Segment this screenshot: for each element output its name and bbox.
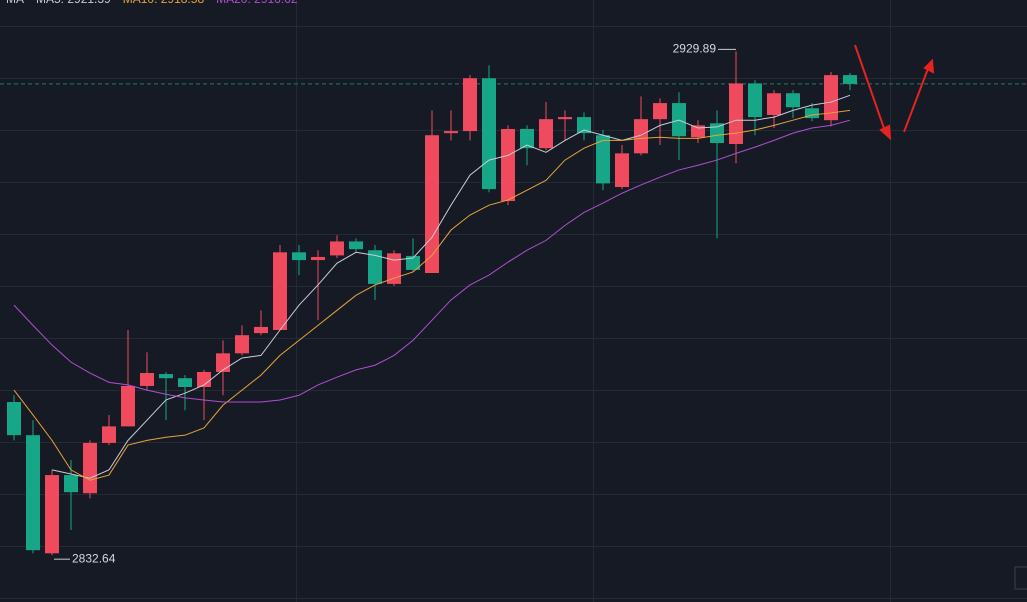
candle-body (843, 75, 857, 84)
candle-body (748, 83, 762, 118)
ma-line (13, 109, 851, 481)
ma-line (51, 94, 851, 479)
candle-body (292, 252, 306, 261)
candle-body (425, 135, 439, 274)
candle-body (26, 435, 40, 551)
candle-body (653, 103, 667, 120)
candle-body (596, 135, 610, 184)
candle-body (311, 256, 325, 261)
candle-body (45, 475, 59, 554)
up-arrow-head (923, 58, 935, 74)
candle-body (577, 117, 591, 134)
legend-entry: MA10: 2918.58 (123, 0, 205, 6)
candle-body (102, 426, 116, 443)
candle-body (710, 123, 724, 143)
legend-title: MA (6, 0, 24, 6)
candle-body (634, 119, 648, 154)
candle-body (235, 335, 249, 354)
candle-body (178, 378, 192, 387)
down-arrow-head (879, 124, 892, 141)
candle-body (197, 371, 211, 387)
plot: 2929.89 2832.64 MA MA5: 2921.39 MA10: 2918.5… (0, 0, 1027, 565)
candle-body (482, 78, 496, 190)
candle-body (786, 93, 800, 108)
candle-body (824, 75, 838, 121)
legend-entry: MA20: 2916.62 (216, 0, 298, 6)
max-label: 2929.89 (673, 42, 717, 56)
candle-body (558, 117, 572, 120)
candle-body (64, 475, 78, 493)
candle-body (368, 250, 382, 284)
up-arrow (903, 65, 930, 133)
candle-body (330, 241, 344, 256)
candle-body (349, 241, 363, 250)
ma-line (13, 119, 851, 403)
candle-body (501, 129, 515, 202)
candle-body (520, 129, 534, 149)
candle-body (463, 78, 477, 132)
legend-entry: MA5: 2921.39 (36, 0, 111, 6)
candle-body (273, 252, 287, 331)
candle-body (7, 402, 21, 436)
candle-body (615, 153, 629, 188)
candle-body (691, 125, 705, 138)
candle-body (805, 108, 819, 119)
candle-body (729, 83, 743, 145)
candle-body (159, 374, 173, 379)
corner-icon (1014, 566, 1027, 590)
candle-body (216, 353, 230, 372)
down-arrow (854, 44, 887, 135)
candle-body (406, 255, 420, 270)
candle-body (121, 385, 135, 427)
min-label: 2832.64 (72, 551, 116, 565)
candle-body (83, 442, 97, 494)
candle-body (444, 131, 458, 134)
candle-body (140, 373, 154, 386)
candle-body (387, 253, 401, 284)
candle-body (539, 119, 553, 149)
annotation-arrows (854, 44, 935, 141)
candle-body (767, 93, 781, 116)
candle-body (254, 326, 268, 334)
legend: MA MA5: 2921.39 MA10: 2918.58 MA20: 2916.62 (6, 0, 298, 6)
